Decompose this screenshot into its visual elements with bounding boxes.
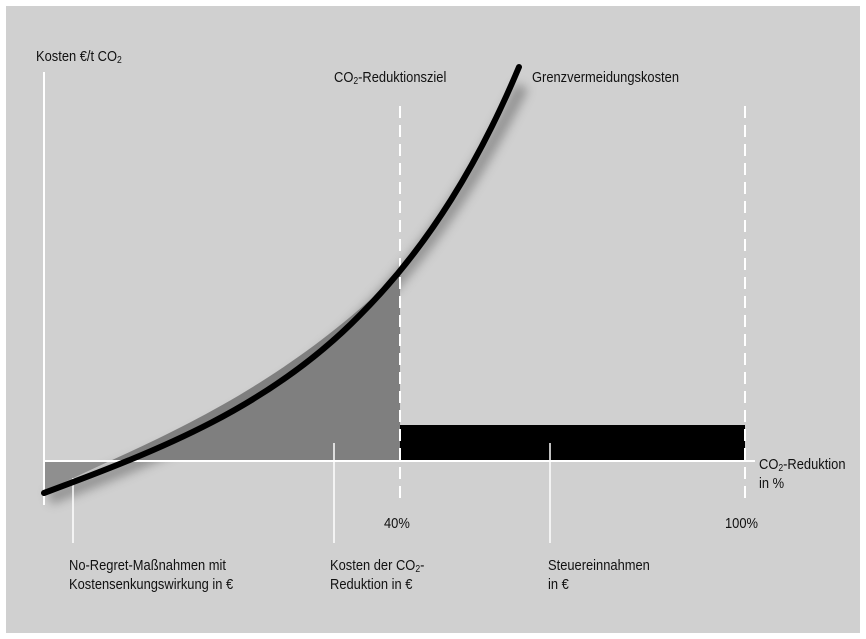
curve-label: Grenzvermeidungskosten — [532, 69, 679, 86]
x-axis-unit: in % — [759, 475, 785, 492]
no-regret-label: No-Regret-Maßnahmen mit Kostensenkungswi… — [69, 557, 234, 593]
target-label: CO2-Reduktionsziel — [334, 69, 447, 87]
tax-revenue-bar — [400, 425, 745, 462]
cost-label: Kosten der CO2- Reduktion in € — [330, 557, 425, 593]
y-axis-label: Kosten €/t CO2 — [36, 48, 122, 66]
tax-label: Steuereinnahmen in € — [548, 557, 650, 593]
x-axis-label: CO2-Reduktion in % — [759, 456, 846, 492]
cost-area — [110, 272, 400, 461]
no-regret-area — [44, 461, 110, 492]
marginal-cost-curve — [41, 64, 522, 496]
tick-40-label: 40% — [384, 515, 410, 532]
tick-100-label: 100% — [725, 515, 759, 532]
diagram-background — [6, 6, 860, 633]
